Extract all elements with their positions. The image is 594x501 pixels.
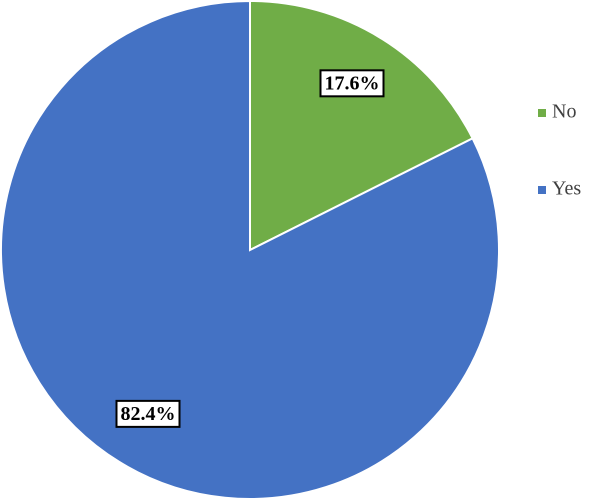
legend-marker — [538, 186, 546, 194]
label-box — [115, 399, 181, 428]
legend-label: Yes — [552, 178, 581, 200]
pie-slice — [0, 0, 500, 500]
label-box — [319, 69, 385, 98]
data-label: 17.6% — [319, 69, 385, 98]
data-label: 82.4% — [115, 399, 181, 428]
legend-label: No — [552, 101, 576, 123]
legend-marker — [538, 109, 546, 117]
value-label: 17.6% — [324, 72, 379, 94]
value-label: 82.4% — [121, 403, 176, 425]
pie-slice — [249, 0, 474, 252]
